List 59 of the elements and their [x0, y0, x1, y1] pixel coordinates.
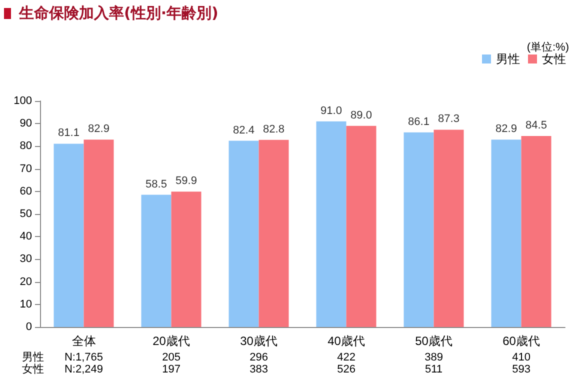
x-tick-label: 全体: [72, 334, 96, 348]
bar: [346, 126, 376, 327]
y-tick-label: 30: [20, 253, 32, 266]
text: 389: [424, 352, 443, 364]
legend-label: 男性: [496, 52, 520, 66]
text: 383: [250, 364, 268, 376]
text: 82.9: [88, 123, 110, 136]
y-tick-label: 20: [20, 276, 32, 288]
text: 男性: [22, 352, 44, 364]
x-tick-label: 60歳代: [502, 334, 540, 348]
bar: [491, 140, 522, 327]
text: 86.1: [408, 116, 430, 128]
bar: [258, 140, 289, 327]
text: 81.1: [58, 127, 80, 140]
text: 89.0: [350, 109, 372, 122]
y-tick-label: 60: [20, 185, 32, 198]
bar: [228, 140, 259, 327]
text: 女性: [22, 364, 44, 376]
text: 59.9: [176, 175, 197, 188]
text: 82.8: [263, 123, 284, 136]
x-tick-label: 50歳代: [415, 334, 452, 348]
text: 205: [162, 352, 180, 364]
x-tick-label: 40歳代: [328, 334, 365, 348]
text: 296: [250, 352, 268, 364]
text: 511: [424, 364, 443, 376]
y-tick-label: 0: [26, 321, 32, 333]
bar: [316, 121, 346, 327]
bar: [404, 132, 434, 327]
y-tick-label: 70: [20, 162, 32, 175]
y-tick-label: 100: [14, 95, 32, 107]
bar: [171, 192, 202, 327]
x-tick-label: 30歳代: [240, 334, 278, 348]
text: 422: [337, 352, 356, 364]
text: N:2,249: [64, 364, 104, 376]
bar: [54, 144, 84, 327]
text: 87.3: [438, 113, 460, 126]
text: 410: [512, 352, 530, 364]
text: 526: [337, 364, 356, 376]
bar: [521, 136, 552, 327]
text: (単位:%): [526, 42, 570, 54]
x-tick-label: 20歳代: [152, 334, 190, 348]
text: 91.0: [320, 104, 342, 117]
y-tick-label: 50: [20, 208, 32, 220]
y-tick-label: 40: [20, 230, 32, 243]
bar: [84, 140, 114, 327]
y-tick-label: 80: [20, 140, 32, 152]
text: 82.9: [496, 123, 517, 136]
bar: [141, 194, 172, 327]
text: 58.5: [146, 178, 167, 190]
y-tick-label: 90: [20, 118, 32, 130]
text: N:1,765: [64, 352, 104, 364]
text: 197: [162, 364, 180, 376]
chart-title: 生命保険加入率(性別·年齢別): [19, 4, 218, 23]
y-tick-label: 10: [20, 298, 32, 310]
legend-label: 女性: [542, 52, 566, 66]
text: 593: [512, 364, 530, 376]
text: 82.4: [233, 124, 254, 136]
bar: [434, 130, 464, 327]
text: 84.5: [526, 120, 547, 132]
